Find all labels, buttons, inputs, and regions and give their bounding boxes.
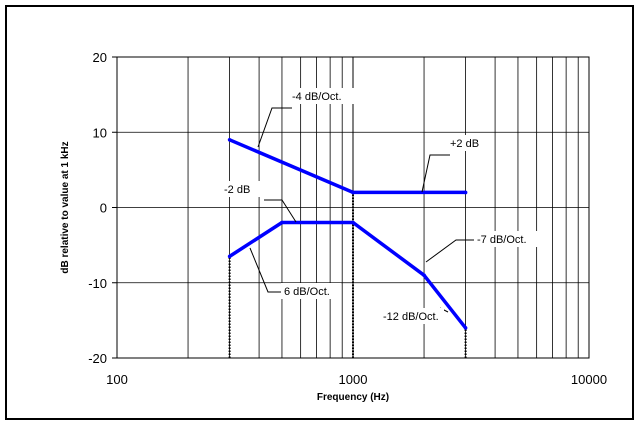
series-point	[227, 137, 232, 142]
annotation-bg	[221, 181, 261, 197]
annotation-label: -2 dB	[224, 184, 250, 196]
y-tick-label: 0	[100, 201, 107, 216]
y-tick-label: -20	[88, 351, 107, 366]
annotation-bg	[281, 283, 341, 299]
y-axis-title: dB relative to value at 1 kHz	[60, 141, 71, 273]
series-point	[351, 190, 355, 195]
series-point	[351, 220, 355, 225]
series-point	[463, 190, 468, 195]
annotation-label: -4 dB/Oct.	[292, 91, 342, 103]
series-point	[280, 220, 284, 225]
series-point	[227, 254, 232, 259]
x-tick-label: 1000	[339, 372, 368, 387]
annotation-leader	[257, 107, 292, 148]
annotation-label: +2 dB	[450, 138, 479, 150]
annotation-leader	[421, 154, 450, 193]
annotation-leader	[264, 199, 297, 223]
y-tick-label: -10	[88, 276, 107, 291]
annotation-label: 6 dB/Oct.	[284, 286, 330, 298]
annotation-leader	[249, 247, 284, 293]
x-axis-title: Frequency (Hz)	[317, 392, 389, 403]
annotation-bg	[380, 308, 444, 324]
annotation-leader	[425, 239, 477, 263]
annotation-bg	[474, 231, 538, 247]
annotation-label: -7 dB/Oct.	[477, 234, 527, 246]
annotation-bg	[289, 88, 355, 104]
annotation-label: -12 dB/Oct.	[383, 311, 439, 323]
y-tick-label: 20	[93, 50, 107, 65]
x-tick-label: 10000	[571, 372, 607, 387]
x-tick-label: 100	[106, 372, 128, 387]
series-point	[463, 326, 468, 330]
series-point	[422, 273, 426, 278]
annotation-bg	[447, 135, 485, 151]
y-tick-label: 10	[93, 125, 107, 140]
